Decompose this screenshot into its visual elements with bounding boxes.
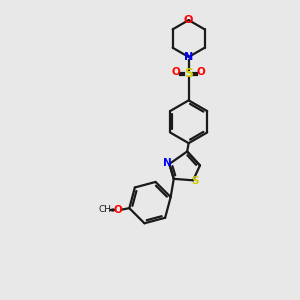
Text: O: O: [114, 205, 122, 214]
Text: O: O: [184, 15, 193, 25]
Text: CH₃: CH₃: [98, 205, 115, 214]
Text: O: O: [197, 68, 206, 77]
Text: S: S: [191, 176, 199, 186]
Text: S: S: [184, 67, 193, 80]
Text: N: N: [163, 158, 172, 168]
Text: N: N: [184, 52, 193, 62]
Text: O: O: [172, 68, 181, 77]
